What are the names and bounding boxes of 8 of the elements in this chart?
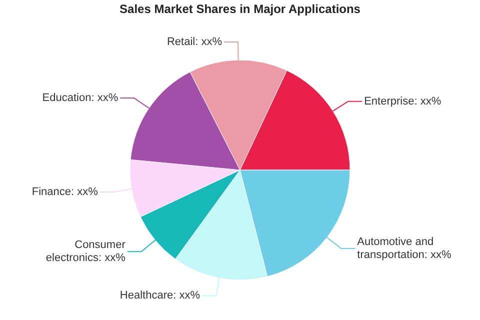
slice-label: Enterprise: xx% <box>364 95 442 108</box>
chart-title: Sales Market Shares in Major Applications <box>120 2 361 16</box>
slice-label: Finance: xx% <box>32 186 98 198</box>
slice-label: Retail: xx% <box>166 36 222 48</box>
slice-label: Automotive and transportation: xx% <box>357 236 452 261</box>
slice-label: Healthcare: xx% <box>120 290 200 302</box>
slice-label: Consumer electronics: xx% <box>46 239 126 264</box>
slice-label: Education: xx% <box>42 92 118 104</box>
